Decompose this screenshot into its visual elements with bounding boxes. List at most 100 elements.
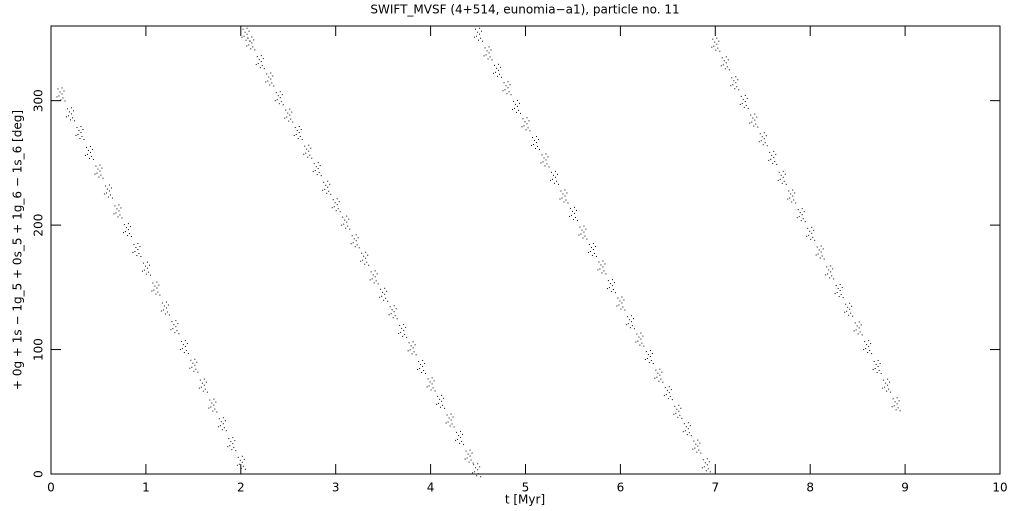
point: [179, 340, 189, 355]
point: [265, 72, 275, 87]
point: [863, 340, 873, 355]
point: [673, 404, 683, 419]
point: [132, 243, 142, 257]
point: [853, 321, 863, 336]
point: [417, 359, 427, 374]
point: [578, 225, 588, 240]
chart-title: SWIFT_MVSF (4+514, eunomia−a1), particle…: [370, 3, 679, 17]
point: [872, 359, 882, 374]
point: [388, 305, 398, 320]
point: [407, 341, 417, 356]
point: [455, 430, 465, 445]
point: [426, 377, 436, 392]
point: [692, 439, 702, 454]
point: [303, 144, 313, 159]
point: [208, 398, 218, 413]
point: [512, 99, 522, 114]
point: [293, 126, 303, 141]
point: [472, 463, 482, 478]
x-axis-label: t [Myr]: [505, 493, 545, 507]
point: [198, 378, 208, 393]
point: [882, 378, 892, 393]
x-tick-label: 2: [237, 481, 245, 495]
point: [825, 265, 835, 280]
point: [834, 284, 844, 299]
point: [806, 226, 816, 241]
point: [312, 162, 322, 177]
point: [540, 153, 550, 168]
x-tick-label: 3: [332, 481, 340, 495]
point: [530, 135, 540, 150]
point: [170, 320, 180, 335]
point: [255, 55, 265, 70]
point: [103, 184, 113, 199]
y-tick-label: 200: [32, 214, 46, 237]
point: [445, 413, 455, 428]
point: [122, 223, 132, 238]
point: [151, 281, 161, 296]
point: [796, 208, 806, 223]
point: [777, 170, 787, 185]
point: [246, 36, 256, 51]
point: [56, 87, 66, 102]
point: [730, 76, 740, 91]
point: [189, 358, 199, 373]
point: [739, 94, 749, 109]
point: [493, 63, 503, 78]
point: [502, 81, 512, 96]
point: [65, 107, 75, 122]
point: [587, 243, 597, 257]
x-tick-label: 5: [522, 481, 530, 495]
point: [606, 279, 616, 294]
point: [241, 27, 251, 42]
point: [635, 332, 645, 347]
x-tick-label: 4: [427, 481, 435, 495]
point: [768, 150, 778, 165]
point: [720, 56, 730, 71]
point: [236, 455, 246, 470]
point: [113, 204, 123, 219]
point: [350, 234, 360, 249]
point: [559, 189, 569, 204]
point: [84, 145, 94, 160]
point: [663, 386, 673, 401]
point: [844, 302, 854, 317]
point: [398, 323, 408, 338]
point: [625, 315, 635, 330]
point: [474, 27, 484, 42]
point: [141, 261, 151, 276]
x-tick-label: 6: [617, 481, 625, 495]
point: [711, 37, 721, 52]
point: [682, 422, 692, 437]
point: [549, 170, 559, 185]
y-axis-label: + 0g + 1s − 1g_5 + 0s_5 + 1g_6 − 1s_6 [d…: [11, 110, 25, 390]
point: [75, 126, 85, 141]
point: [160, 301, 170, 316]
x-tick-label: 9: [901, 481, 909, 495]
point: [322, 180, 332, 195]
x-tick-label: 1: [142, 481, 150, 495]
point: [464, 449, 474, 464]
point: [227, 437, 237, 452]
x-tick-label: 10: [992, 481, 1007, 495]
point: [483, 46, 493, 61]
point: [360, 251, 370, 266]
point: [568, 206, 578, 221]
point: [341, 215, 351, 230]
point: [94, 164, 104, 179]
point: [644, 350, 654, 365]
point: [701, 458, 711, 473]
point: [787, 189, 797, 204]
x-tick-label: 7: [711, 481, 719, 495]
point: [436, 394, 446, 409]
point: [654, 368, 664, 383]
point: [758, 132, 768, 147]
x-tick-label: 0: [47, 481, 55, 495]
point: [274, 91, 284, 106]
point: [597, 260, 607, 275]
point: [616, 296, 626, 311]
y-tick-label: 300: [32, 89, 46, 112]
y-tick-label: 0: [32, 470, 46, 478]
x-tick-label: 8: [806, 481, 814, 495]
